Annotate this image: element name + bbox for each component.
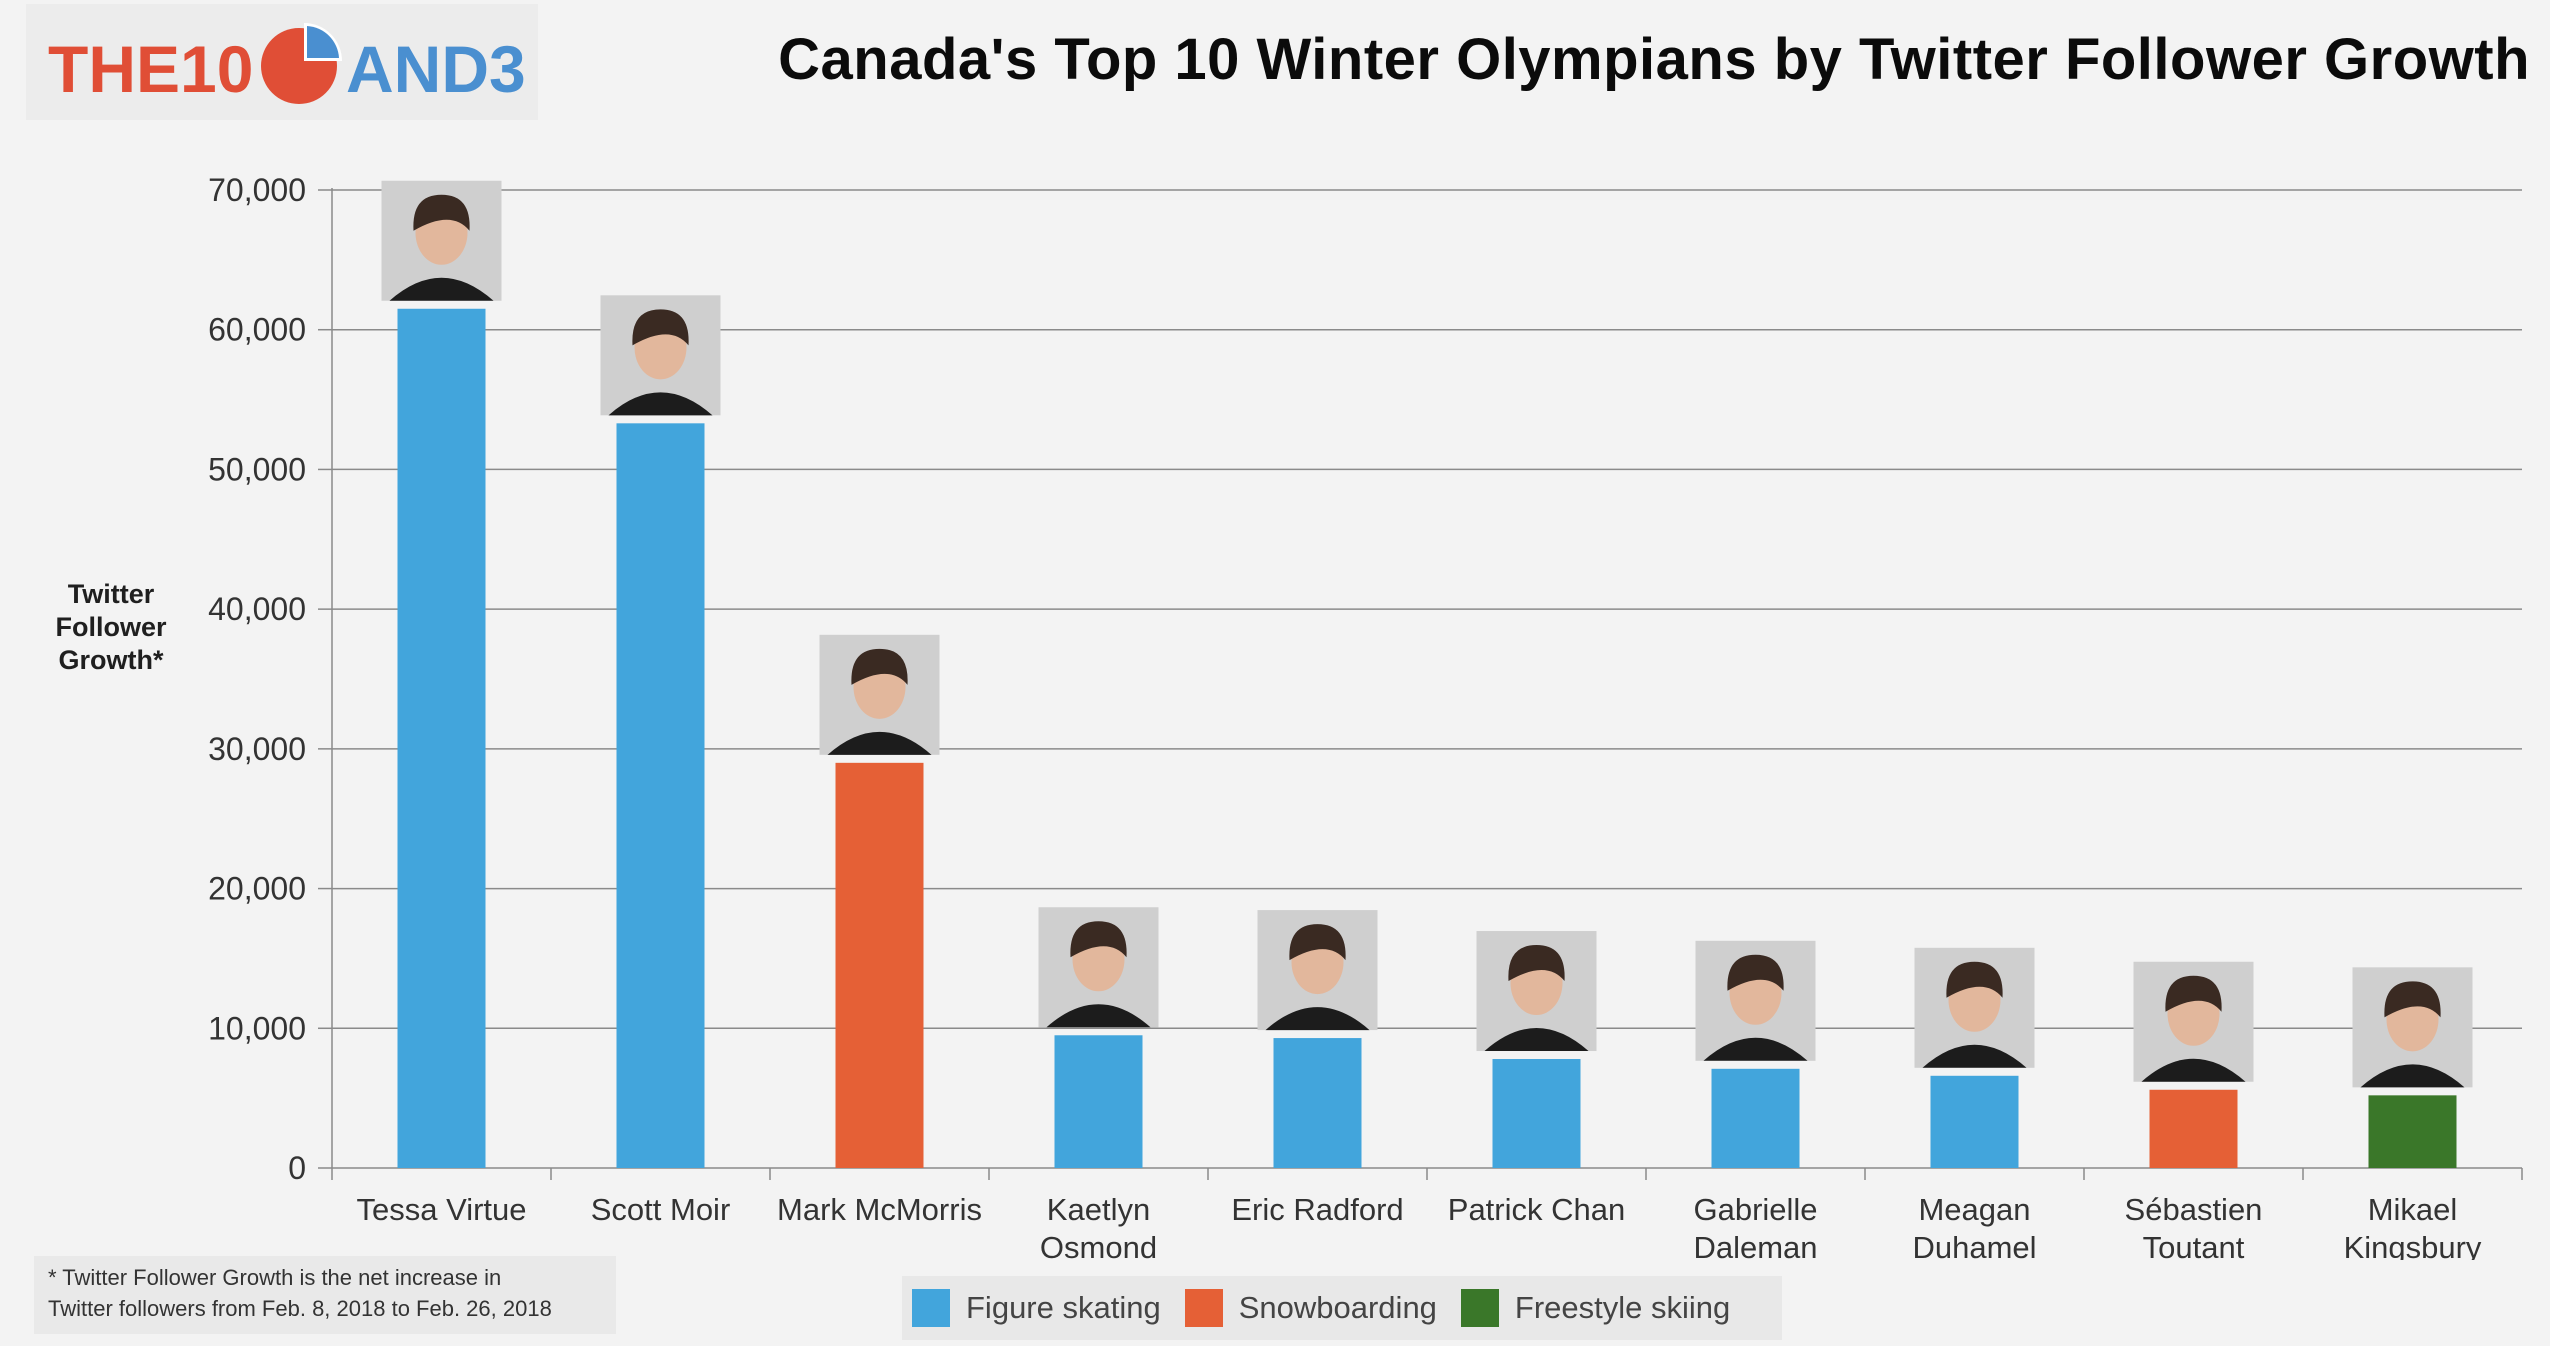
logo-text-right: AND3 [346, 32, 526, 106]
bar [1930, 1075, 2019, 1168]
pie-logo-icon [261, 23, 342, 104]
y-tick-label: 10,000 [208, 1010, 306, 1046]
y-tick-label: 40,000 [208, 591, 306, 627]
bar [1273, 1038, 1362, 1168]
legend-item-snowboarding: Snowboarding [1184, 1289, 1437, 1327]
y-axis-label-text: Twitter Follower Growth* [55, 579, 167, 675]
athlete-photos [381, 180, 2473, 1088]
y-tick-label: 60,000 [208, 312, 306, 348]
legend-item-figure-skating: Figure skating [912, 1289, 1161, 1327]
y-axis-label: Twitter Follower Growth* [40, 578, 182, 677]
legend-item-freestyle-skiing: Freestyle skiing [1460, 1289, 1731, 1327]
footnote-line-1: * Twitter Follower Growth is the net inc… [48, 1265, 502, 1290]
athlete-photo [1476, 931, 1597, 1052]
athlete-photo [1695, 940, 1816, 1061]
x-tick-label: Daleman [1693, 1230, 1817, 1260]
x-tick-label: Toutant [2143, 1230, 2245, 1260]
athlete-photo [1914, 947, 2035, 1068]
bar [1054, 1035, 1143, 1168]
x-tick-label: Meagan [1918, 1192, 2030, 1227]
photo-hair [1727, 954, 1784, 991]
photo-shoulders [827, 731, 932, 755]
athlete-photo [381, 180, 502, 301]
photo-shoulders [1484, 1028, 1589, 1052]
x-axis-labels: Tessa Virtue Scott Moir Mark McMorris Kaetl… [331, 1168, 2523, 1260]
photo-hair [413, 194, 470, 231]
legend-swatch-freestyle-skiing [1460, 1289, 1499, 1327]
x-tick-label: Sébastien [2125, 1192, 2263, 1227]
x-tick-label: Patrick Chan [1448, 1192, 1625, 1227]
chart-title: Canada's Top 10 Winter Olympians by Twit… [778, 27, 2530, 92]
y-axis-ticks: 0 10,000 20,000 30,000 40,000 50,000 60,000 70,… [208, 172, 332, 1186]
legend-label-figure-skating: Figure skating [966, 1290, 1161, 1325]
y-tick-label: 50,000 [208, 451, 306, 487]
photo-hair [1070, 921, 1127, 958]
legend-swatch-figure-skating [912, 1289, 950, 1327]
photo-shoulders [2141, 1058, 2246, 1082]
photo-shoulders [1922, 1044, 2027, 1068]
x-tick-label: Eric Radford [1231, 1192, 1403, 1227]
x-tick-label: Duhamel [1912, 1230, 2036, 1260]
y-tick-label: 70,000 [208, 172, 306, 208]
photo-shoulders [2360, 1064, 2465, 1088]
photo-shoulders [608, 392, 713, 416]
x-tick-label: Kaetlyn [1047, 1192, 1150, 1227]
x-tick-label: Kingsbury [2344, 1230, 2482, 1260]
logo: THE10 AND3 [26, 4, 538, 120]
athlete-photo [2352, 967, 2473, 1088]
bar [835, 762, 924, 1168]
footnote-line-2: Twitter followers from Feb. 8, 2018 to F… [48, 1296, 552, 1321]
bar [1492, 1059, 1581, 1168]
athlete-photo [819, 634, 940, 755]
athlete-photo [2133, 961, 2254, 1082]
x-tick-label: Mark McMorris [777, 1192, 982, 1227]
photo-shoulders [389, 277, 494, 301]
footnote: * Twitter Follower Growth is the net inc… [34, 1256, 616, 1334]
photo-shoulders [1265, 1007, 1370, 1031]
logo-text-left: THE10 [48, 32, 253, 106]
athlete-photo [1257, 910, 1378, 1031]
x-tick-label: Tessa Virtue [356, 1192, 526, 1227]
photo-hair [1946, 961, 2003, 998]
y-tick-label: 30,000 [208, 731, 306, 767]
photo-shoulders [1046, 1004, 1151, 1028]
x-tick-label: Scott Moir [591, 1192, 731, 1227]
bar [1711, 1068, 1800, 1168]
logo-image: THE10 AND3 [48, 23, 526, 106]
bar [397, 308, 486, 1168]
y-tick-label: 0 [288, 1150, 306, 1186]
photo-hair [1508, 945, 1565, 982]
y-tick-label: 20,000 [208, 871, 306, 907]
photo-hair [1289, 924, 1346, 961]
photo-hair [851, 648, 908, 685]
x-tick-label: Mikael [2368, 1192, 2458, 1227]
photo-hair [2165, 975, 2222, 1012]
legend-label-snowboarding: Snowboarding [1238, 1290, 1437, 1325]
bar [616, 423, 705, 1168]
photo-hair [2384, 981, 2441, 1018]
athlete-photo [1038, 907, 1159, 1028]
legend: Figure skating Snowboarding Freestyle sk… [902, 1276, 1782, 1340]
bar [2368, 1095, 2457, 1168]
legend-label-freestyle-skiing: Freestyle skiing [1514, 1290, 1731, 1325]
legend-swatch-snowboarding [1184, 1289, 1223, 1327]
bar [2149, 1089, 2238, 1168]
athlete-photo [600, 295, 721, 416]
bars [397, 308, 2457, 1168]
x-tick-label: Gabrielle [1693, 1192, 1817, 1227]
bar-chart: 0 10,000 20,000 30,000 40,000 50,000 60,000 70,… [208, 172, 2523, 1260]
photo-shoulders [1703, 1037, 1808, 1061]
x-tick-label: Osmond [1040, 1230, 1157, 1260]
photo-hair [632, 309, 689, 346]
